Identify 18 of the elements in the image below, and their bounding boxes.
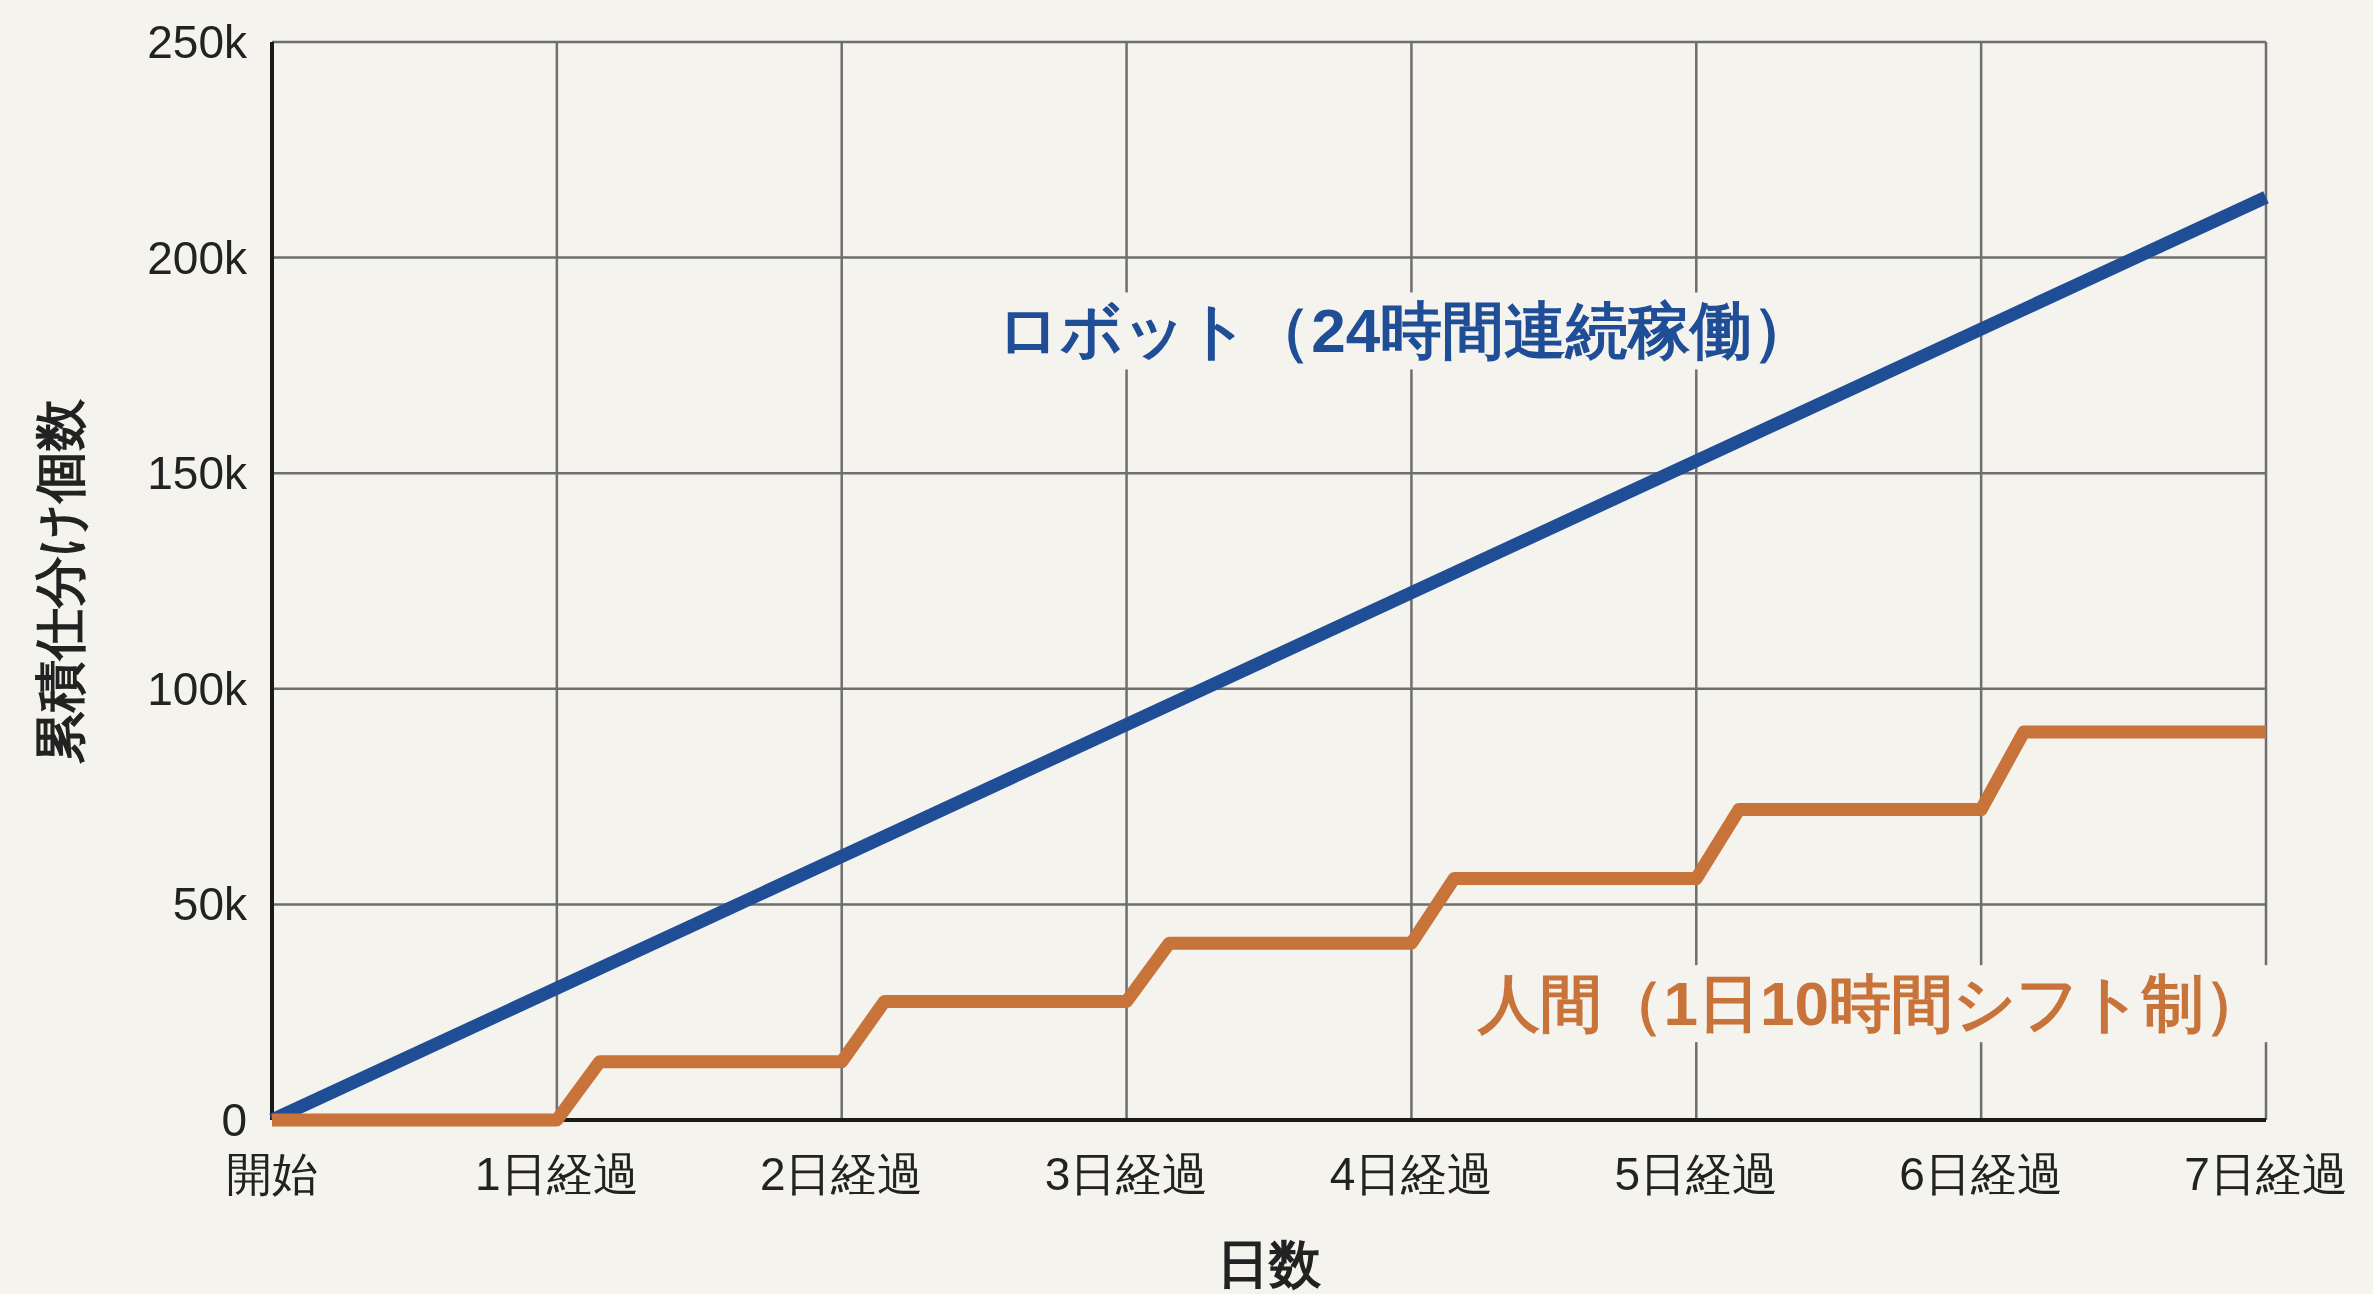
x-tick-label: 4日経過: [1329, 1148, 1494, 1200]
x-tick-label: 6日経過: [1899, 1148, 2063, 1200]
x-tick-label: 2日経過: [759, 1148, 924, 1200]
y-axis-title: 累積仕分け個数: [31, 397, 89, 764]
y-tick-label: 0: [221, 1094, 247, 1146]
series-label: 人間（1日10時間シフト制）: [1475, 969, 2266, 1039]
y-tick-label: 100k: [147, 662, 248, 715]
x-tick-label: 5日経過: [1614, 1148, 1779, 1200]
x-tick-label: 開始: [226, 1148, 318, 1200]
x-axis-title: 日数: [1217, 1235, 1322, 1293]
y-tick-label: 250k: [147, 16, 248, 68]
y-tick-label: 150k: [147, 447, 248, 500]
y-tick-label: 50k: [172, 878, 248, 931]
x-tick-label: 7日経過: [2184, 1148, 2348, 1200]
x-tick-label: 3日経過: [1044, 1148, 1209, 1200]
x-tick-label: 1日経過: [475, 1148, 639, 1200]
y-tick-label: 200k: [147, 231, 248, 284]
series-label: ロボット（24時間連続稼働）: [997, 296, 1815, 366]
